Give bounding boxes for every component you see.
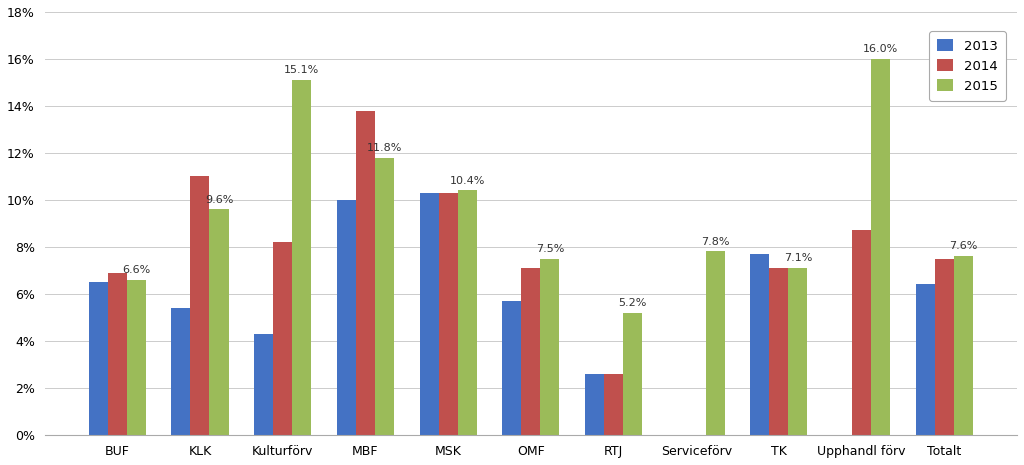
Bar bbox=[292, 80, 311, 435]
Text: 5.2%: 5.2% bbox=[618, 298, 647, 308]
Bar bbox=[915, 285, 935, 435]
Bar bbox=[375, 158, 394, 435]
Bar bbox=[935, 259, 953, 435]
Text: 16.0%: 16.0% bbox=[863, 44, 898, 54]
Legend: 2013, 2014, 2015: 2013, 2014, 2015 bbox=[930, 31, 1006, 100]
Bar bbox=[788, 268, 808, 435]
Bar bbox=[623, 312, 642, 435]
Bar bbox=[108, 272, 127, 435]
Bar bbox=[541, 259, 559, 435]
Text: 7.8%: 7.8% bbox=[701, 237, 729, 247]
Bar bbox=[585, 373, 604, 435]
Bar bbox=[953, 256, 973, 435]
Bar bbox=[769, 268, 788, 435]
Bar bbox=[502, 301, 521, 435]
Text: 7.6%: 7.6% bbox=[949, 241, 978, 252]
Text: 9.6%: 9.6% bbox=[205, 194, 233, 205]
Bar bbox=[706, 252, 725, 435]
Bar bbox=[273, 242, 292, 435]
Text: 6.6%: 6.6% bbox=[122, 265, 151, 275]
Bar bbox=[438, 193, 458, 435]
Bar bbox=[604, 373, 623, 435]
Bar bbox=[356, 111, 375, 435]
Text: 10.4%: 10.4% bbox=[450, 176, 484, 186]
Bar bbox=[521, 268, 541, 435]
Text: 11.8%: 11.8% bbox=[367, 143, 402, 153]
Bar bbox=[89, 282, 108, 435]
Bar bbox=[337, 200, 356, 435]
Bar bbox=[852, 230, 871, 435]
Bar bbox=[871, 59, 890, 435]
Bar bbox=[127, 279, 145, 435]
Bar bbox=[751, 254, 769, 435]
Bar bbox=[171, 308, 190, 435]
Bar bbox=[210, 209, 228, 435]
Text: 7.1%: 7.1% bbox=[783, 253, 812, 263]
Bar bbox=[458, 190, 476, 435]
Bar bbox=[420, 193, 438, 435]
Bar bbox=[190, 176, 210, 435]
Bar bbox=[254, 334, 273, 435]
Text: 7.5%: 7.5% bbox=[536, 244, 564, 254]
Text: 15.1%: 15.1% bbox=[284, 66, 319, 75]
